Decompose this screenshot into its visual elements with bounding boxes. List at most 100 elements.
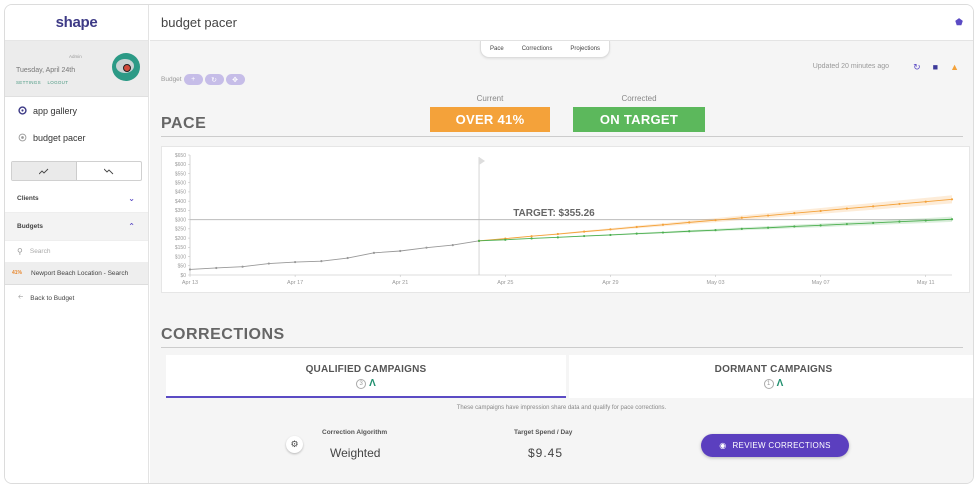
algorithm-label: Correction Algorithm bbox=[322, 429, 388, 436]
gear-icon[interactable]: ⚙ bbox=[286, 436, 303, 453]
corrected-status-badge: ON TARGET bbox=[573, 107, 705, 132]
profile-panel: Admin Tuesday, April 24th SETTINGS LOGOU… bbox=[5, 41, 148, 97]
warning-icon[interactable]: ▲ bbox=[950, 62, 959, 72]
budgets-section[interactable]: Budgets ⌃ bbox=[5, 213, 148, 241]
x-tick-label: Apr 25 bbox=[497, 280, 513, 286]
history-point bbox=[320, 260, 323, 263]
comment-icon[interactable]: ■ bbox=[932, 62, 939, 72]
clients-section[interactable]: Clients ⌄ bbox=[5, 185, 148, 213]
nav-budget-pacer[interactable]: budget pacer bbox=[5, 124, 148, 151]
y-tick-label: $550 bbox=[175, 171, 186, 177]
corrections-section-title: CORRECTIONS bbox=[161, 326, 285, 343]
x-tick-label: May 07 bbox=[812, 280, 830, 286]
projected-point bbox=[819, 209, 822, 213]
projected-point bbox=[845, 207, 848, 210]
projected-point bbox=[661, 223, 665, 226]
tab-corrections[interactable]: Corrections bbox=[521, 46, 553, 52]
move-budget-button[interactable]: ✥ bbox=[225, 74, 245, 85]
pace-chart-svg: $650 $600 $550 $500 $450 $400 $350 $300 $250 $200… bbox=[175, 153, 954, 286]
tab-pace[interactable]: Pace bbox=[490, 46, 504, 52]
y-tick-label: $250 bbox=[175, 227, 186, 233]
updated-text: Updated 20 minutes ago bbox=[812, 63, 889, 70]
qualified-label: QUALIFIED CAMPAIGNS bbox=[305, 364, 427, 375]
tab-qualified-campaigns[interactable]: QUALIFIED CAMPAIGNS 3 Λ bbox=[166, 355, 566, 398]
dormant-count: 1 bbox=[763, 379, 774, 389]
review-label: REVIEW CORRECTIONS bbox=[732, 441, 831, 450]
trend-down-button[interactable] bbox=[77, 162, 141, 180]
dormant-label: DORMANT CAMPAIGNS bbox=[714, 364, 833, 375]
corrected-point bbox=[819, 224, 822, 227]
y-tick-label: $350 bbox=[175, 208, 186, 214]
projected-point bbox=[556, 232, 559, 236]
y-tick-label: $300 bbox=[175, 217, 186, 223]
x-tick-label: Apr 17 bbox=[287, 280, 303, 286]
projected-point bbox=[924, 200, 927, 203]
back-to-budget-link[interactable]: 🡠 Back to Budget bbox=[5, 285, 148, 311]
projected-point bbox=[530, 235, 533, 238]
history-point bbox=[294, 260, 297, 264]
tag-icon[interactable]: ⬟ bbox=[955, 17, 963, 27]
history-point bbox=[451, 243, 454, 247]
today-flag-icon bbox=[479, 157, 486, 165]
current-date: Tuesday, April 24th bbox=[16, 67, 76, 74]
budget-name: Newport Beach Location - Search bbox=[31, 270, 129, 277]
settings-link[interactable]: SETTINGS bbox=[16, 80, 41, 85]
history-point bbox=[425, 246, 428, 249]
projected-point bbox=[609, 228, 612, 231]
target-label: TARGET: $355.26 bbox=[513, 208, 595, 219]
logout-link[interactable]: LOGOUT bbox=[47, 80, 69, 85]
divider bbox=[161, 347, 963, 348]
search-placeholder: Search bbox=[29, 248, 51, 255]
x-tick-label: May 11 bbox=[917, 280, 935, 286]
budget-pct-badge: 41% bbox=[12, 270, 23, 276]
history-point bbox=[215, 266, 218, 270]
tab-projections[interactable]: Projections bbox=[570, 46, 601, 52]
clients-label: Clients bbox=[17, 195, 39, 202]
tab-dormant-campaigns[interactable]: DORMANT CAMPAIGNS 1 Λ bbox=[569, 355, 973, 398]
trend-up-icon bbox=[39, 168, 49, 174]
projected-point bbox=[766, 214, 770, 217]
algorithm-value[interactable]: Weighted bbox=[330, 446, 381, 460]
projected-point bbox=[740, 216, 743, 219]
x-tick-label: Apr 21 bbox=[392, 280, 408, 286]
corrected-point bbox=[530, 237, 533, 240]
target-icon: ◉ bbox=[719, 441, 727, 450]
budget-controls: Budget + ↻ ✥ bbox=[161, 74, 245, 85]
refresh-icon[interactable]: ↻ bbox=[913, 62, 921, 72]
budget-list-item[interactable]: 41% Newport Beach Location - Search bbox=[5, 263, 148, 285]
history-point bbox=[267, 262, 270, 265]
y-tick-label: $600 bbox=[175, 162, 186, 168]
projected-point bbox=[950, 198, 954, 201]
corrected-point bbox=[740, 227, 743, 230]
nav-app-gallery[interactable]: app gallery bbox=[5, 97, 148, 124]
add-budget-button[interactable]: + bbox=[183, 74, 203, 85]
corrected-point bbox=[661, 231, 665, 234]
y-tick-label: $650 bbox=[175, 153, 186, 159]
avatar[interactable] bbox=[112, 53, 140, 81]
corrected-point bbox=[504, 238, 507, 241]
pacer-icon bbox=[18, 133, 27, 142]
history-line bbox=[189, 240, 480, 270]
budget-search[interactable]: ⚲ Search bbox=[5, 241, 148, 263]
y-tick-label: $100 bbox=[175, 254, 186, 260]
back-label: Back to Budget bbox=[30, 294, 75, 302]
refresh-budget-button[interactable]: ↻ bbox=[204, 74, 224, 85]
divider bbox=[161, 136, 963, 137]
corrected-status-label: Corrected bbox=[621, 94, 657, 103]
trend-up-button[interactable] bbox=[12, 162, 77, 180]
role-label: Admin bbox=[69, 54, 82, 59]
corrected-point bbox=[950, 218, 954, 221]
chevron-up-icon: ⌃ bbox=[128, 222, 135, 231]
current-status-badge: OVER 41% bbox=[430, 107, 550, 132]
app-logo[interactable]: shape bbox=[5, 5, 148, 41]
chevron-down-icon: ⌄ bbox=[128, 194, 135, 203]
projected-point bbox=[793, 212, 796, 215]
projected-point bbox=[898, 202, 901, 206]
pace-section-title: PACE bbox=[161, 115, 207, 132]
review-corrections-button[interactable]: ◉ REVIEW CORRECTIONS bbox=[701, 434, 849, 457]
view-tabs: Pace Corrections Projections bbox=[480, 41, 611, 58]
y-tick-label: $0 bbox=[180, 273, 186, 279]
target-spend-value: $9.45 bbox=[528, 446, 564, 460]
corrected-point bbox=[688, 230, 691, 233]
main-panel: budget pacer ⬟ Pace Corrections Projecti… bbox=[150, 5, 973, 483]
